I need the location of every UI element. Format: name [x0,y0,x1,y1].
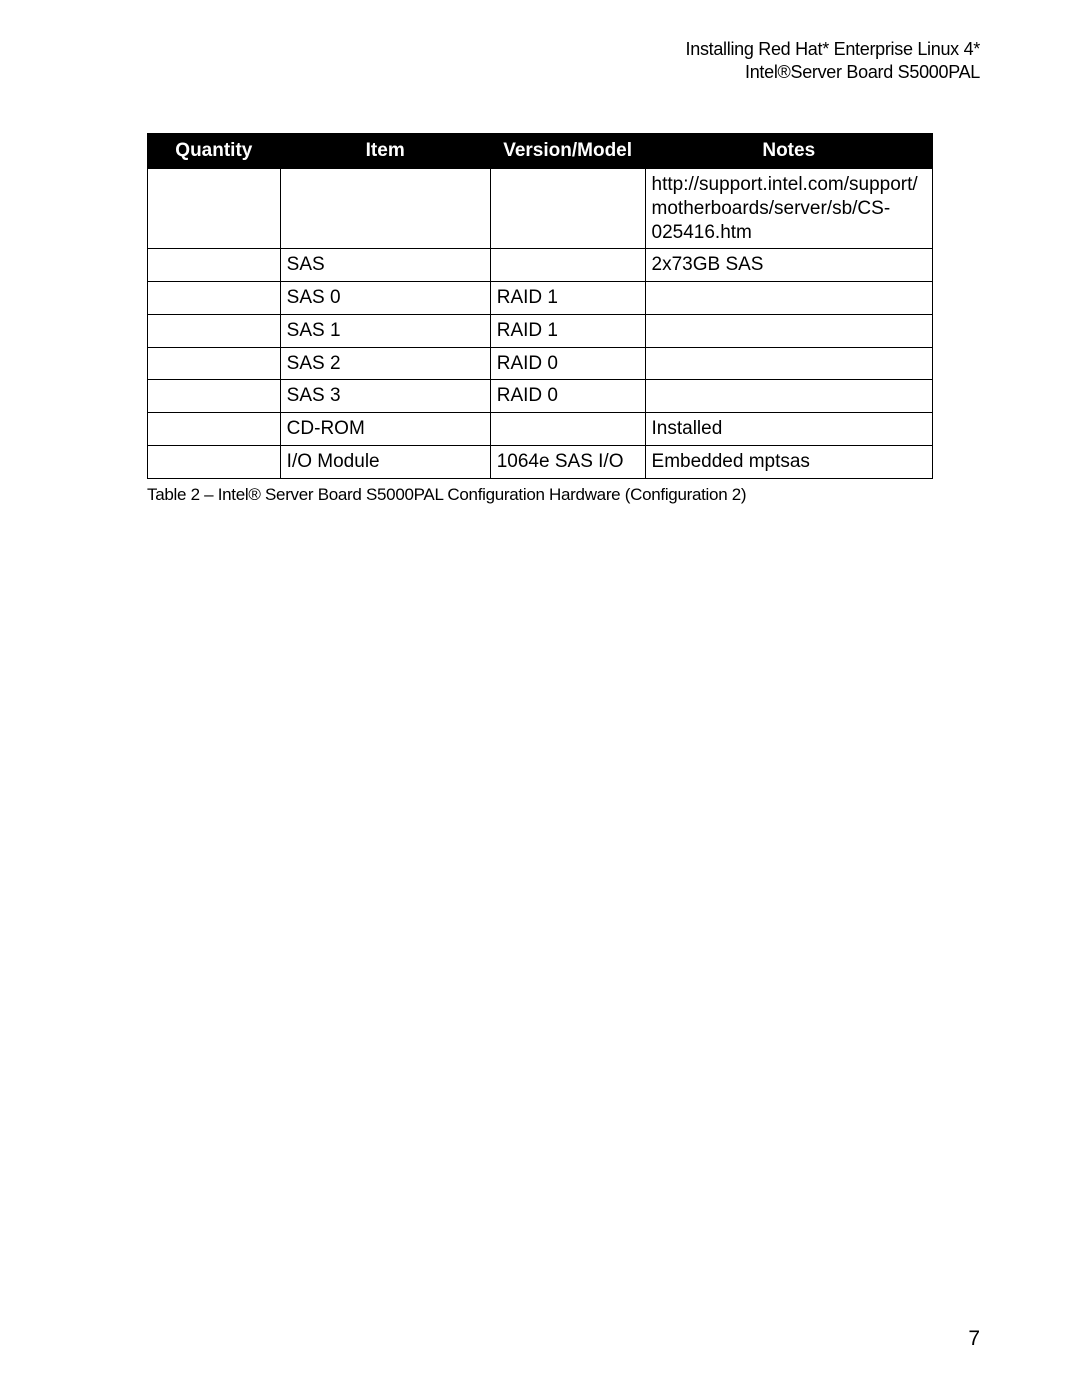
table-row: SAS 3 RAID 0 [148,380,933,413]
page: Installing Red Hat* Enterprise Linux 4* … [0,0,1080,1397]
col-header-version-model: Version/Model [490,134,645,169]
cell-notes: Installed [645,413,932,446]
cell-version: RAID 1 [490,314,645,347]
cell-item [280,169,490,249]
header-line-1: Installing Red Hat* Enterprise Linux 4* [100,38,980,61]
table-row: SAS 0 RAID 1 [148,282,933,315]
table-row: CD-ROM Installed [148,413,933,446]
cell-item: SAS 1 [280,314,490,347]
cell-version [490,169,645,249]
cell-quantity [148,380,281,413]
cell-item: SAS 2 [280,347,490,380]
cell-notes [645,314,932,347]
table-caption: Table 2 – Intel® Server Board S5000PAL C… [147,485,933,505]
cell-quantity [148,445,281,478]
table-container: Quantity Item Version/Model Notes http:/… [147,133,933,505]
cell-item: SAS [280,249,490,282]
hardware-config-table: Quantity Item Version/Model Notes http:/… [147,133,933,479]
table-header-row: Quantity Item Version/Model Notes [148,134,933,169]
cell-quantity [148,169,281,249]
cell-quantity [148,249,281,282]
cell-version [490,413,645,446]
cell-version: RAID 0 [490,380,645,413]
col-header-item: Item [280,134,490,169]
cell-version [490,249,645,282]
table-row: SAS 1 RAID 1 [148,314,933,347]
cell-item: SAS 0 [280,282,490,315]
cell-notes [645,380,932,413]
table-row: SAS 2x73GB SAS [148,249,933,282]
cell-quantity [148,282,281,315]
cell-quantity [148,413,281,446]
cell-notes [645,347,932,380]
cell-notes: 2x73GB SAS [645,249,932,282]
table-row: http://support.intel.com/support/motherb… [148,169,933,249]
cell-notes: Embedded mptsas [645,445,932,478]
col-header-notes: Notes [645,134,932,169]
header-line-2: Intel®Server Board S5000PAL [100,61,980,84]
page-header: Installing Red Hat* Enterprise Linux 4* … [100,38,980,83]
cell-version: RAID 0 [490,347,645,380]
cell-item: SAS 3 [280,380,490,413]
cell-version: 1064e SAS I/O [490,445,645,478]
table-row: SAS 2 RAID 0 [148,347,933,380]
cell-quantity [148,314,281,347]
col-header-quantity: Quantity [148,134,281,169]
table-row: I/O Module 1064e SAS I/O Embedded mptsas [148,445,933,478]
cell-item: CD-ROM [280,413,490,446]
cell-item: I/O Module [280,445,490,478]
cell-notes [645,282,932,315]
cell-quantity [148,347,281,380]
page-number: 7 [968,1327,980,1351]
cell-version: RAID 1 [490,282,645,315]
cell-notes: http://support.intel.com/support/motherb… [645,169,932,249]
